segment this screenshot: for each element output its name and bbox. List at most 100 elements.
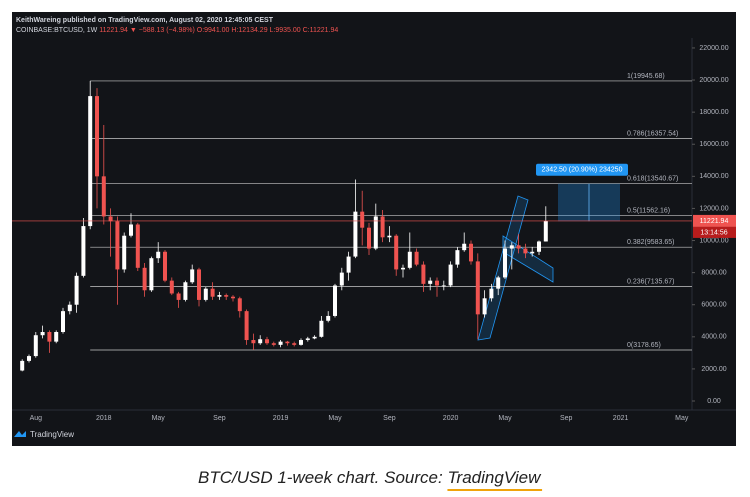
y-tick-label: 22000.00	[699, 45, 728, 52]
candle-body	[149, 258, 154, 291]
x-tick-label: May	[675, 415, 689, 422]
candle-body	[129, 224, 133, 236]
candle-body	[503, 248, 507, 278]
candle-body	[373, 216, 378, 249]
candle-body	[237, 298, 242, 312]
candle-body	[40, 332, 45, 336]
fib-label: 0.236(7135.67)	[627, 278, 674, 285]
candle-body	[543, 220, 548, 242]
candle-body	[271, 343, 276, 345]
candle-body	[203, 288, 208, 300]
countdown-tag	[693, 226, 736, 238]
candle-body	[176, 293, 181, 300]
y-tick-label: 6000.00	[701, 302, 726, 309]
fib-label: 0(3178.65)	[627, 342, 661, 349]
candle-body	[367, 227, 371, 249]
candle-body	[231, 296, 235, 299]
candle-body	[455, 250, 460, 265]
candle-body	[462, 243, 467, 251]
candle-body	[407, 251, 412, 268]
candle-body	[54, 332, 59, 342]
candle-body	[448, 264, 453, 286]
candle-body	[61, 311, 65, 333]
y-tick-label: 14000.00	[699, 173, 728, 180]
candle-body	[20, 360, 25, 371]
candle-body	[156, 251, 161, 259]
logo-text: TradingView	[30, 430, 74, 439]
candle-body	[360, 211, 365, 228]
x-tick-label: Aug	[30, 415, 43, 422]
y-tick-label: 0.00	[707, 398, 721, 405]
y-tick-label: 12000.00	[699, 205, 728, 212]
candle-body	[224, 295, 229, 297]
candle-body	[197, 269, 201, 300]
last-price-tag	[693, 214, 736, 227]
candle-body	[95, 96, 99, 177]
candle-body	[169, 280, 174, 294]
candle-body	[489, 288, 494, 299]
candle-body	[135, 224, 140, 268]
candle-body	[27, 356, 31, 361]
candle-body	[516, 245, 521, 249]
fib-label: 0.618(13540.67)	[627, 176, 678, 183]
candle-body	[108, 216, 113, 222]
candle-body	[88, 96, 93, 227]
caption-text: BTC/USD 1-week chart. Source:	[198, 468, 443, 487]
fib-label: 0.382(9583.65)	[627, 239, 674, 246]
x-tick-label: May	[498, 415, 512, 422]
candle-body	[482, 298, 487, 315]
chart-layer: 0.00 2000.00 4000.00 6000.00 8000.00 10000.00…	[12, 45, 736, 422]
fib-label: 0.786(16357.54)	[627, 130, 678, 137]
candle-body	[312, 336, 317, 339]
candle-body	[299, 340, 303, 345]
price-change: 11221.94 ▼ −588.13 (−4.98%)	[99, 27, 195, 34]
candle-body	[475, 261, 480, 315]
candle-body	[496, 277, 501, 289]
countdown-label: 13:14:56	[700, 229, 727, 236]
candle-body	[81, 226, 86, 276]
author-line: KeithWareing published on TradingView.co…	[16, 17, 274, 24]
candle-body	[244, 311, 249, 341]
x-tick-label: Sep	[213, 415, 226, 422]
candle-body	[394, 235, 399, 270]
candle-body	[380, 216, 385, 238]
candle-body	[537, 241, 541, 252]
x-tick-label: 2020	[443, 415, 459, 422]
fib-label: 0.5(11562.16)	[627, 207, 670, 214]
candle-body	[523, 248, 528, 254]
candle-body	[142, 267, 147, 291]
candle-body	[258, 339, 263, 344]
candle-body	[251, 340, 256, 344]
candle-body	[319, 320, 324, 337]
last-price-label: 11221.94	[700, 218, 729, 225]
x-tick-label: 2018	[96, 415, 112, 422]
x-tick-label: Sep	[383, 415, 396, 422]
caption-source[interactable]: TradingView	[447, 468, 542, 487]
candle-body	[292, 343, 297, 345]
candle-body	[183, 282, 188, 300]
candle-body	[421, 264, 426, 284]
measure-label-bg	[536, 163, 628, 176]
candle-body	[530, 251, 535, 254]
candle-body	[401, 267, 405, 270]
candle-body	[435, 280, 439, 286]
candle-body	[74, 275, 79, 305]
caption: BTC/USD 1-week chart. Source: TradingVie…	[198, 468, 542, 487]
candle-body	[428, 280, 433, 284]
candle-body	[305, 338, 310, 341]
candle-body	[509, 245, 514, 249]
symbol-line: COINBASE:BTCUSD, 1W 11221.94 ▼ −588.13 (…	[16, 27, 338, 34]
candle-body	[339, 272, 344, 286]
candle-body	[33, 335, 38, 357]
candle-body	[441, 285, 446, 287]
candle-body	[326, 315, 331, 321]
candle-body	[115, 221, 120, 270]
candle-body	[278, 341, 283, 345]
y-tick-label: 18000.00	[699, 109, 728, 116]
candle-body	[190, 269, 195, 283]
candle-body	[265, 339, 269, 344]
x-tick-label: 2021	[613, 415, 629, 422]
candle-body	[217, 295, 222, 297]
x-tick-label: 2019	[273, 415, 289, 422]
